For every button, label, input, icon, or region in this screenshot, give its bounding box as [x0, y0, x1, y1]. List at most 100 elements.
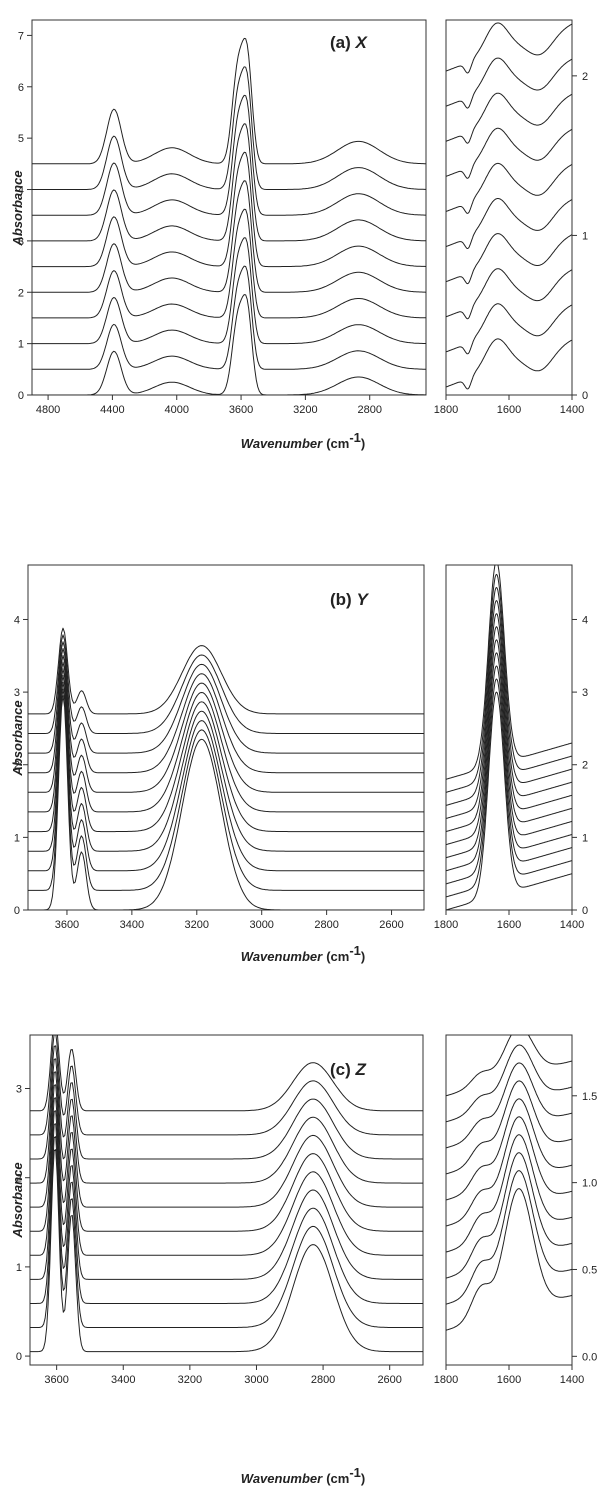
y-tick-label: 1: [14, 832, 20, 844]
x-tick-label: 2600: [377, 1374, 401, 1386]
y-tick-label: 0.5: [582, 1264, 597, 1276]
x-axis-unit-exponent: -1: [349, 430, 361, 445]
spectrum-trace-1: [32, 294, 426, 395]
y-tick-label: 2: [14, 760, 20, 772]
spectrum-trace-8: [446, 600, 572, 819]
y-tick-label: 3: [14, 687, 20, 699]
spectrum-trace-4: [446, 233, 572, 285]
y-tick-label: 1.0: [582, 1178, 597, 1190]
y-tick-label: 2: [16, 1173, 22, 1185]
plot-frame: [31, 19, 427, 396]
chart-0-right-plot: 1800 1600 1400 0 1 2: [434, 19, 588, 416]
spectrum-trace-5: [446, 639, 572, 859]
x-tick-label: 2600: [379, 919, 403, 931]
y-tick-label: 6: [18, 82, 24, 94]
panel-label-prefix: (b): [330, 590, 356, 609]
y-tick-label: 4: [582, 614, 588, 626]
panel-label: (c) Z: [330, 1060, 367, 1079]
spectrum-trace-5: [32, 180, 426, 293]
spectrum-trace-4: [446, 652, 572, 872]
spectrum-trace-5: [30, 1097, 423, 1256]
spectrum-trace-6: [28, 661, 424, 813]
spectrum-trace-7: [446, 127, 572, 179]
panel-label: (b) Y: [330, 590, 369, 609]
x-axis-title-text: Wavenumber: [241, 1471, 323, 1486]
spectrum-trace-4: [30, 1110, 423, 1280]
x-axis-title: Wavenumber (cm-1): [241, 943, 365, 964]
x-tick-label: 3600: [229, 404, 253, 416]
y-tick-label: 0: [16, 1351, 22, 1363]
y-tick-label: 1: [16, 1262, 22, 1274]
spectrum-trace-9: [28, 641, 424, 754]
spectrum-trace-6: [32, 151, 426, 268]
panel-label-letter: Y: [356, 590, 369, 609]
spectrum-trace-11: [28, 627, 424, 715]
spectrum-trace-8: [28, 647, 424, 774]
spectrum-trace-2: [28, 688, 424, 891]
x-tick-label: 2800: [357, 404, 381, 416]
y-tick-label: 7: [18, 30, 24, 42]
y-tick-label: 2: [18, 287, 24, 299]
x-axis-title-text: Wavenumber: [241, 436, 323, 451]
panel-label-letter: Z: [355, 1060, 367, 1079]
spectrum-trace-6: [446, 162, 572, 214]
y-tick-label: 0: [582, 390, 588, 402]
spectrum-trace-5: [446, 198, 572, 249]
y-tick-label: 0.0: [582, 1351, 597, 1363]
spectrum-trace-11: [30, 1035, 423, 1112]
plot-frame: [29, 1034, 424, 1366]
y-tick-label: 4: [14, 614, 20, 626]
x-tick-label: 3200: [293, 404, 317, 416]
y-tick-label: 1: [18, 339, 24, 351]
spectrum-trace-11: [446, 565, 572, 780]
spectrum-trace-6: [446, 1098, 572, 1201]
x-tick-label: 3400: [111, 1374, 135, 1386]
y-tick-label: 2: [582, 760, 588, 772]
spectrum-trace-9: [446, 587, 572, 806]
spectrum-trace-3: [446, 268, 572, 320]
panel-label-letter: X: [355, 33, 369, 52]
x-tick-label: 3600: [55, 919, 79, 931]
x-tick-label: 4400: [100, 404, 124, 416]
y-axis-title: Absorbance: [10, 700, 25, 776]
spectrum-trace-1: [28, 695, 424, 910]
x-tick-label: 3000: [244, 1374, 268, 1386]
x-axis-title-text: Wavenumber: [241, 949, 323, 964]
x-axis-unit: (cm: [326, 949, 349, 964]
spectrum-trace-2: [446, 303, 572, 355]
spectrum-trace-10: [446, 22, 572, 74]
spectrum-trace-4: [446, 1134, 572, 1253]
spectrum-trace-2: [446, 1170, 572, 1305]
y-tick-label: 0: [18, 390, 24, 402]
x-tick-label: 4800: [36, 404, 60, 416]
spectrum-trace-1: [446, 1188, 572, 1331]
spectrum-trace-3: [446, 1152, 572, 1279]
spectrum-trace-9: [30, 1045, 423, 1160]
x-tick-label: 3200: [178, 1374, 202, 1386]
spectrum-trace-1: [446, 691, 572, 910]
x-tick-label: 1600: [497, 404, 521, 416]
x-tick-label: 1800: [434, 919, 458, 931]
chart-0-left-plot: 4800 4400 4000 3600 3200 2800 0 1 2 3 4 5 6 7: [18, 19, 427, 416]
x-tick-label: 3400: [120, 919, 144, 931]
spectrum-trace-4: [28, 675, 424, 852]
spectrum-trace-6: [30, 1084, 423, 1232]
x-axis-unit: (cm: [326, 436, 349, 451]
spectrum-trace-3: [32, 237, 426, 345]
spectrum-trace-7: [446, 613, 572, 833]
x-tick-label: 4000: [164, 404, 188, 416]
y-tick-label: 3: [16, 1084, 22, 1096]
spectrum-trace-9: [446, 57, 572, 109]
spectrum-trace-8: [446, 92, 572, 144]
y-tick-label: 4: [18, 185, 24, 197]
spectrum-trace-2: [32, 265, 426, 370]
spectrum-trace-1: [30, 1149, 423, 1353]
x-tick-label: 2800: [311, 1374, 335, 1386]
y-tick-label: 0: [14, 905, 20, 917]
spectrum-trace-2: [30, 1136, 423, 1328]
spectrum-trace-2: [446, 678, 572, 898]
spectrum-trace-6: [446, 626, 572, 846]
x-tick-label: 3600: [44, 1374, 68, 1386]
y-axis-title: Absorbance: [10, 1162, 25, 1238]
